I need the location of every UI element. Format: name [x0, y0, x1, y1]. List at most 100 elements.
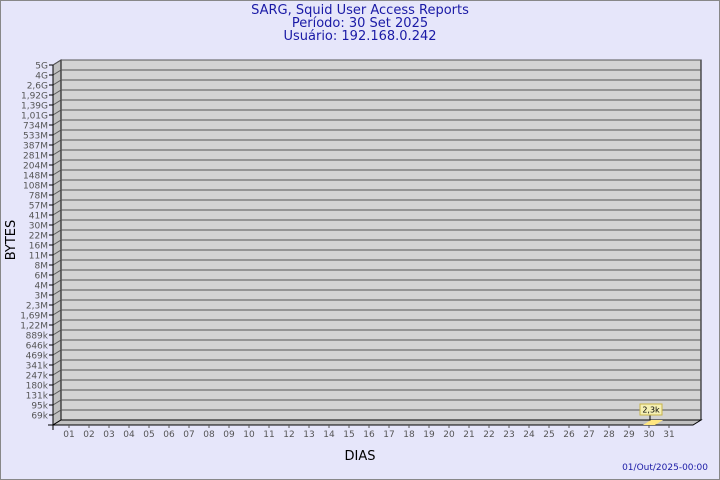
grid-line-diagonal [52, 379, 62, 386]
grid-line-diagonal [52, 189, 62, 196]
y-tick-label: 16M [29, 242, 48, 252]
grid-line-diagonal [52, 199, 62, 206]
plot-floor [51, 419, 703, 426]
bar-label-box [639, 403, 663, 416]
grid-line-diagonal [52, 99, 62, 106]
x-axis-label: DIAS [345, 449, 376, 464]
y-tick-label: 889k [26, 332, 49, 342]
y-tick-label: 5G [35, 62, 48, 72]
y-tick-label: 341k [26, 362, 49, 372]
x-tick-label: 27 [583, 430, 594, 440]
chart-title: SARG, Squid User Access Reports [251, 3, 469, 18]
x-tick-label: 06 [163, 430, 175, 440]
grid-line-diagonal [52, 129, 62, 136]
grid-line-diagonal [52, 349, 62, 356]
grid-line-diagonal [52, 59, 62, 66]
y-tick-label: 8M [35, 262, 49, 272]
x-tick-label: 13 [303, 430, 314, 440]
x-tick-label: 12 [283, 430, 294, 440]
y-tick-label: 734M [23, 122, 48, 132]
y-tick-label: 148M [23, 172, 48, 182]
y-tick-label: 11M [29, 252, 48, 262]
grid-line-diagonal [52, 219, 62, 226]
y-tick-label: 281M [23, 152, 48, 162]
grid-line-diagonal [52, 279, 62, 286]
grid-line-diagonal [52, 159, 62, 166]
grid-line-diagonal [52, 309, 62, 316]
y-tick-label: 646k [26, 342, 49, 352]
grid-line-diagonal [52, 329, 62, 336]
x-tick-label: 05 [143, 430, 154, 440]
x-tick-label: 17 [383, 430, 394, 440]
x-tick-label: 03 [103, 430, 114, 440]
bar-value-label: 2,3k [642, 406, 660, 415]
x-tick-label: 14 [323, 430, 335, 440]
grid-line-diagonal [52, 239, 62, 246]
y-tick-label: 1,22M [20, 322, 48, 332]
y-tick-label: 131k [26, 392, 49, 402]
y-tick-label: 30M [29, 222, 48, 232]
y-tick-label: 180k [26, 382, 49, 392]
y-tick-label: 3M [35, 292, 49, 302]
grid-line-diagonal [52, 289, 62, 296]
y-tick-label: 1,92G [21, 92, 48, 102]
x-tick-label: 16 [363, 430, 375, 440]
x-tick-label: 20 [443, 430, 455, 440]
x-tick-label: 24 [523, 430, 535, 440]
x-tick-label: 25 [543, 430, 554, 440]
x-tick-label: 02 [83, 430, 94, 440]
chart-subtitle-user: Usuário: 192.168.0.242 [283, 29, 437, 44]
y-tick-label: 108M [23, 182, 48, 192]
y-tick-label: 22M [29, 232, 48, 242]
x-tick-label: 28 [603, 430, 615, 440]
y-tick-label: 1,39G [21, 102, 48, 112]
x-tick-label: 11 [263, 430, 274, 440]
x-tick-label: 07 [183, 430, 194, 440]
y-tick-label: 204M [23, 162, 48, 172]
grid-line-diagonal [52, 79, 62, 86]
grid-line-diagonal [52, 109, 62, 116]
grid-line-diagonal [52, 89, 62, 96]
y-tick-label: 78M [29, 192, 48, 202]
grid-line-diagonal [52, 209, 62, 216]
bar-day-30 [643, 420, 663, 425]
grid-line-diagonal [52, 369, 62, 376]
grid-line-diagonal [52, 399, 62, 406]
grid-line-diagonal [52, 339, 62, 346]
grid-line-diagonal [52, 69, 62, 76]
y-tick-label: 4M [35, 282, 49, 292]
y-tick-label: 1,01G [21, 112, 48, 122]
y-tick-label: 57M [29, 202, 48, 212]
x-tick-label: 10 [243, 430, 255, 440]
y-tick-label: 2,3M [26, 302, 48, 312]
grid-line-diagonal [52, 389, 62, 396]
x-tick-label: 04 [123, 430, 135, 440]
y-tick-label: 6M [35, 272, 49, 282]
grid-line-diagonal [52, 249, 62, 256]
x-tick-label: 18 [403, 430, 415, 440]
grid-line-diagonal [52, 119, 62, 126]
y-tick-label: 533M [23, 132, 48, 142]
footer-timestamp: 01/Out/2025-00:00 [622, 463, 708, 473]
grid-line-diagonal [52, 299, 62, 306]
y-tick-label: 1,69M [20, 312, 48, 322]
y-tick-label: 2,6G [27, 82, 48, 92]
x-tick-label: 31 [663, 430, 674, 440]
x-tick-label: 01 [63, 430, 74, 440]
x-tick-label: 19 [423, 430, 435, 440]
grid-line-diagonal [52, 269, 62, 276]
grid-line-diagonal [52, 149, 62, 156]
grid-line-diagonal [52, 169, 62, 176]
x-tick-label: 30 [643, 430, 655, 440]
x-tick-label: 08 [203, 430, 215, 440]
grid-line-diagonal [52, 139, 62, 146]
y-tick-label: 41M [29, 212, 48, 222]
y-tick-label: 69k [31, 412, 48, 422]
chart-subtitle-period: Período: 30 Set 2025 [291, 16, 429, 31]
grid-line-diagonal [52, 319, 62, 326]
y-axis-label: BYTES [4, 220, 19, 261]
y-tick-label: 95k [31, 402, 48, 412]
x-tick-label: 22 [483, 430, 494, 440]
x-tick-label: 26 [563, 430, 575, 440]
